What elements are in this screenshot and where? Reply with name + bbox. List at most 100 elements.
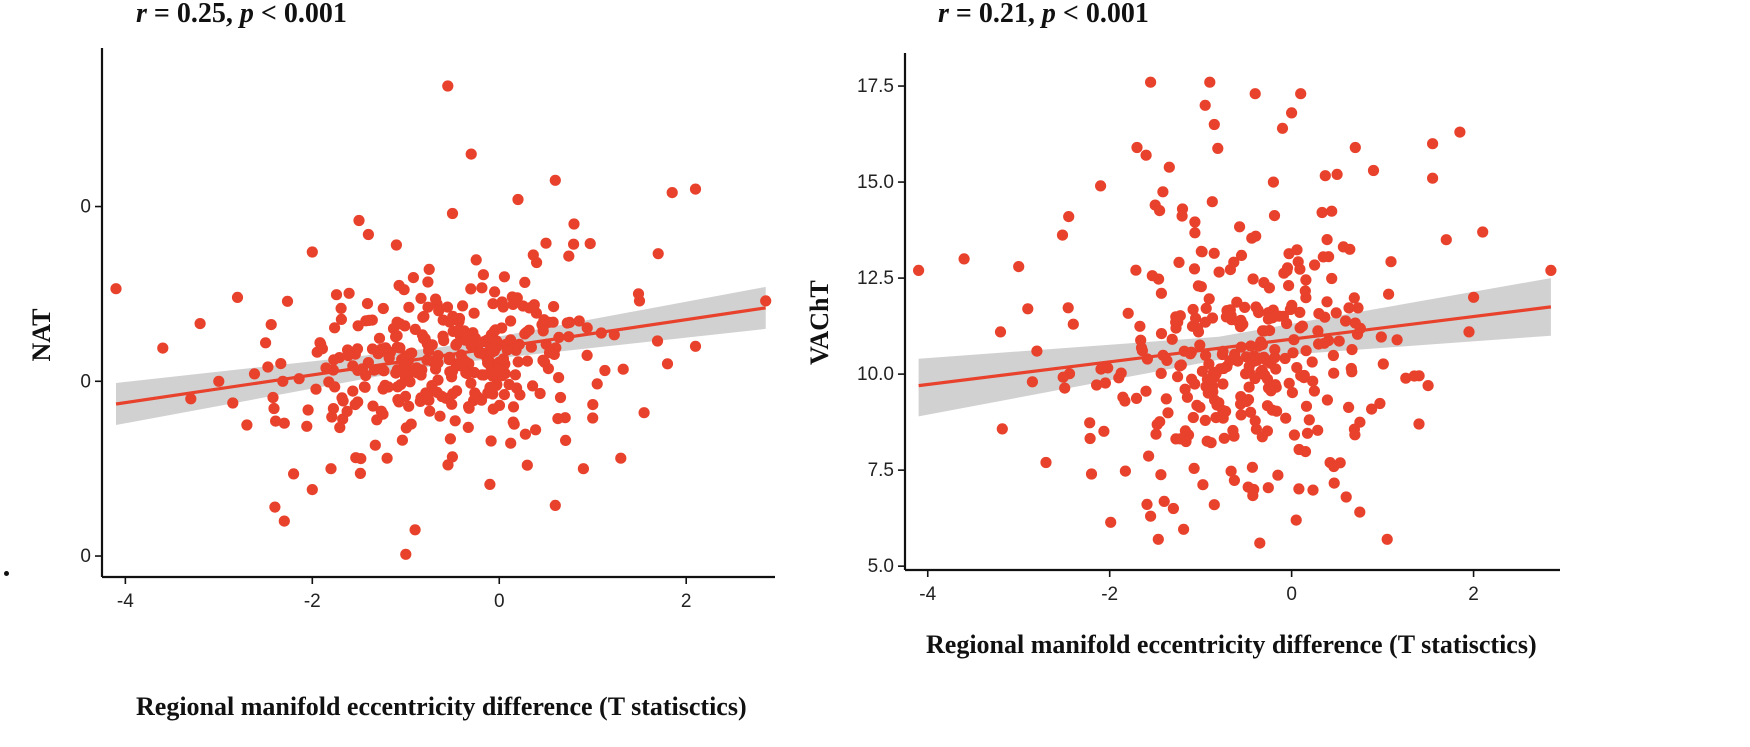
data-point — [444, 433, 456, 445]
data-point — [1160, 393, 1172, 405]
data-point — [1026, 376, 1038, 388]
data-point — [505, 334, 517, 346]
data-point — [476, 282, 488, 294]
data-point — [1422, 380, 1434, 392]
data-point — [548, 301, 560, 313]
data-point — [1306, 356, 1318, 368]
data-point — [913, 264, 925, 276]
data-point — [390, 367, 402, 379]
data-point — [512, 193, 524, 206]
data-point — [1179, 425, 1191, 437]
data-point — [278, 515, 290, 527]
data-point — [1337, 241, 1349, 253]
data-point — [1287, 347, 1299, 359]
data-point — [1206, 196, 1218, 208]
data-point — [1181, 391, 1193, 403]
data-point — [573, 315, 585, 327]
data-point — [1203, 358, 1215, 370]
data-point — [414, 395, 426, 407]
data-point — [1188, 462, 1200, 474]
data-point — [1173, 256, 1185, 268]
data-point — [1307, 484, 1319, 496]
data-point — [1377, 358, 1389, 370]
data-point — [666, 187, 678, 199]
data-point — [1187, 411, 1199, 424]
data-point — [527, 249, 539, 261]
data-point — [1040, 456, 1052, 469]
data-point — [1135, 334, 1147, 346]
data-point — [302, 404, 314, 416]
data-point — [377, 302, 389, 315]
data-point — [1299, 446, 1312, 458]
data-point — [342, 349, 354, 362]
data-point — [1295, 88, 1307, 100]
y-tick-label: 20 — [80, 197, 91, 218]
data-point — [1145, 510, 1157, 522]
data-point — [409, 524, 421, 536]
data-point — [110, 283, 122, 295]
data-point — [1085, 468, 1098, 480]
data-point — [451, 338, 463, 350]
data-point — [1454, 126, 1466, 138]
data-point — [1286, 299, 1298, 311]
data-point — [537, 354, 549, 367]
data-point — [1189, 227, 1201, 239]
data-point — [1241, 395, 1253, 407]
data-point — [1225, 465, 1237, 477]
data-point — [689, 183, 702, 195]
data-point — [564, 316, 576, 328]
data-point — [381, 452, 393, 464]
data-point — [497, 353, 510, 365]
data-point — [958, 253, 970, 265]
data-point — [1217, 378, 1229, 390]
x-tick-label: -4 — [919, 584, 936, 605]
data-point — [336, 392, 348, 404]
data-point — [1201, 373, 1213, 385]
x-tick-label: 2 — [1468, 584, 1479, 605]
data-point — [267, 391, 279, 404]
data-point — [1228, 430, 1240, 442]
data-point — [1228, 474, 1240, 486]
data-point — [1427, 138, 1439, 150]
data-point — [1167, 502, 1179, 515]
stray-dot — [4, 571, 9, 576]
data-point — [185, 393, 197, 405]
data-point — [1231, 296, 1243, 308]
x-tick-label: 0 — [494, 591, 505, 612]
data-point — [335, 313, 347, 325]
data-point — [328, 354, 340, 366]
data-point — [1258, 325, 1270, 337]
data-point — [1286, 387, 1298, 399]
data-point — [1200, 349, 1212, 361]
data-point — [1208, 499, 1220, 511]
data-point — [1279, 352, 1291, 365]
data-point — [505, 315, 517, 327]
data-point — [1067, 318, 1079, 330]
data-point — [1212, 142, 1224, 154]
data-point — [543, 347, 556, 359]
data-point — [1330, 307, 1342, 319]
data-point — [1115, 367, 1127, 379]
data-point — [563, 250, 575, 262]
x-axis-label-left: Regional manifold eccentricity differenc… — [136, 692, 747, 721]
y-tick-label: 0 — [80, 546, 91, 567]
data-point — [441, 301, 454, 313]
data-point — [462, 421, 474, 433]
data-point — [416, 329, 428, 341]
data-point — [1300, 400, 1313, 412]
data-point — [227, 397, 239, 409]
data-point — [485, 435, 497, 447]
data-point — [1272, 469, 1284, 481]
data-point — [354, 467, 366, 479]
data-point — [1263, 282, 1275, 294]
data-point — [587, 399, 599, 411]
data-point — [1267, 176, 1279, 188]
x-axis-label-right: Regional manifold eccentricity differenc… — [926, 630, 1537, 659]
data-point — [1249, 415, 1261, 427]
data-point — [638, 407, 650, 419]
data-point — [366, 343, 379, 355]
data-point — [355, 453, 367, 465]
data-point — [458, 325, 470, 337]
data-point — [1259, 369, 1271, 381]
data-point — [248, 368, 261, 380]
